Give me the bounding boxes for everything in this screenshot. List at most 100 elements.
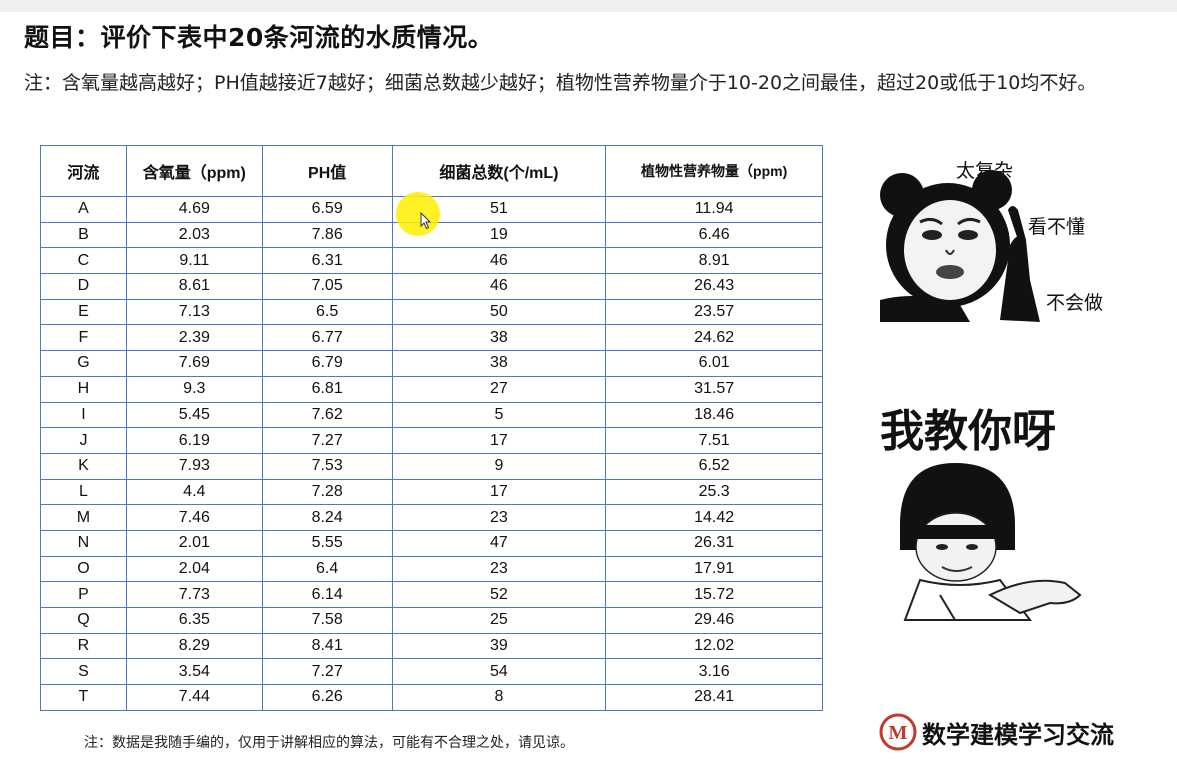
cell-bacteria: 27: [391, 375, 607, 403]
mouse-pointer-icon: [420, 212, 432, 230]
table-row: D 8.61 7.05 46 26.43: [40, 273, 823, 300]
table-row: L 4.4 7.28 17 25.3: [40, 478, 823, 506]
cell-oxygen: 2.01: [125, 529, 263, 557]
cell-nutrients: 25.3: [605, 478, 823, 506]
cell-oxygen: 7.46: [125, 504, 263, 531]
cell-bacteria: 9: [391, 452, 607, 480]
cell-river: L: [40, 478, 127, 506]
table-row: J 6.19 7.27 17 7.51: [40, 427, 823, 454]
panda-face-icon: [880, 170, 1040, 322]
cell-nutrients: 29.46: [605, 607, 823, 634]
evaluation-note: 注：含氧量越高越好；PH值越接近7越好；细菌总数越少越好；植物性营养物量介于10…: [24, 72, 1097, 94]
cell-river: I: [40, 401, 127, 429]
cell-river: Q: [40, 607, 127, 634]
cell-bacteria: 17: [391, 427, 607, 454]
cell-bacteria: 39: [391, 632, 607, 660]
header-river: 河流: [40, 145, 127, 197]
cell-river: D: [40, 273, 127, 300]
cell-bacteria: 25: [391, 607, 607, 634]
cell-oxygen: 2.04: [125, 555, 263, 583]
cell-oxygen: 6.35: [125, 607, 263, 634]
cell-bacteria: 52: [391, 581, 607, 608]
channel-logo: M 数学建模学习交流: [878, 712, 1114, 752]
cell-oxygen: 2.03: [125, 221, 263, 249]
cell-river: R: [40, 632, 127, 660]
cell-ph: 7.05: [261, 273, 393, 300]
mushroom-head-face-icon: [900, 463, 1082, 621]
meme-text-dont-understand: 看不懂: [1028, 216, 1086, 238]
cell-oxygen: 8.29: [125, 632, 263, 660]
cell-nutrients: 28.41: [605, 684, 823, 711]
cell-ph: 7.86: [261, 221, 393, 249]
table-row: E 7.13 6.5 50 23.57: [40, 298, 823, 326]
cell-ph: 7.53: [261, 452, 393, 480]
cell-oxygen: 7.44: [125, 684, 263, 711]
logo-text: 数学建模学习交流: [922, 720, 1114, 749]
cell-ph: 5.55: [261, 529, 393, 557]
cell-ph: 6.5: [261, 298, 393, 326]
cell-ph: 8.41: [261, 632, 393, 660]
table-header-row: 河流 含氧量（ppm) PH值 细菌总数(个/mL) 植物性营养物量（ppm): [40, 145, 823, 197]
table-body: A 4.69 6.59 51 11.94 B 2.03 7.86 19 6.46 C 9.11 6.31…: [40, 196, 823, 711]
cell-nutrients: 23.57: [605, 298, 823, 326]
header-bacteria: 细菌总数(个/mL): [391, 145, 607, 197]
cell-bacteria: 46: [391, 247, 607, 275]
cell-nutrients: 26.43: [605, 273, 823, 300]
cell-nutrients: 15.72: [605, 581, 823, 608]
cell-ph: 7.62: [261, 401, 393, 429]
table-row: K 7.93 7.53 9 6.52: [40, 452, 823, 480]
cell-nutrients: 17.91: [605, 555, 823, 583]
cell-ph: 8.24: [261, 504, 393, 531]
cursor-highlight: [396, 192, 440, 236]
table-row: P 7.73 6.14 52 15.72: [40, 581, 823, 608]
cell-bacteria: 8: [391, 684, 607, 711]
cell-nutrients: 11.94: [605, 196, 823, 223]
cell-oxygen: 4.4: [125, 478, 263, 506]
cell-river: H: [40, 375, 127, 403]
table-row: C 9.11 6.31 46 8.91: [40, 247, 823, 275]
cell-river: J: [40, 427, 127, 454]
cell-oxygen: 5.45: [125, 401, 263, 429]
cell-nutrients: 24.62: [605, 324, 823, 352]
cell-river: K: [40, 452, 127, 480]
meme-text-too-complex: 太复杂: [956, 160, 1014, 182]
cell-ph: 6.79: [261, 350, 393, 377]
meme-caption-teach: 我教你呀: [880, 406, 1056, 457]
m-logo-icon: M: [879, 713, 917, 751]
cell-nutrients: 12.02: [605, 632, 823, 660]
mushroom-head-meme-image: [880, 455, 1100, 625]
cell-oxygen: 9.11: [125, 247, 263, 275]
cell-river: G: [40, 350, 127, 377]
meme-text-cant-do: 不会做: [1046, 292, 1104, 314]
panda-meme-image: 太复杂 看不懂 不会做: [880, 140, 1125, 340]
cell-ph: 6.26: [261, 684, 393, 711]
cell-river: S: [40, 658, 127, 686]
cell-river: P: [40, 581, 127, 608]
cell-bacteria: 54: [391, 658, 607, 686]
cell-oxygen: 7.13: [125, 298, 263, 326]
cell-nutrients: 26.31: [605, 529, 823, 557]
cell-nutrients: 3.16: [605, 658, 823, 686]
cell-nutrients: 6.46: [605, 221, 823, 249]
cell-oxygen: 2.39: [125, 324, 263, 352]
cell-ph: 6.77: [261, 324, 393, 352]
cell-bacteria: 23: [391, 504, 607, 531]
cell-river: A: [40, 196, 127, 223]
cell-river: M: [40, 504, 127, 531]
cell-bacteria: 47: [391, 529, 607, 557]
svg-text:M: M: [889, 722, 908, 744]
cell-nutrients: 7.51: [605, 427, 823, 454]
cell-oxygen: 9.3: [125, 375, 263, 403]
cell-oxygen: 7.73: [125, 581, 263, 608]
table-row: H 9.3 6.81 27 31.57: [40, 375, 823, 403]
cell-oxygen: 8.61: [125, 273, 263, 300]
cell-bacteria: 50: [391, 298, 607, 326]
cell-bacteria: 23: [391, 555, 607, 583]
table-row: F 2.39 6.77 38 24.62: [40, 324, 823, 352]
cell-river: N: [40, 529, 127, 557]
cell-ph: 6.4: [261, 555, 393, 583]
table-row: Q 6.35 7.58 25 29.46: [40, 607, 823, 634]
cell-river: B: [40, 221, 127, 249]
cell-oxygen: 7.69: [125, 350, 263, 377]
